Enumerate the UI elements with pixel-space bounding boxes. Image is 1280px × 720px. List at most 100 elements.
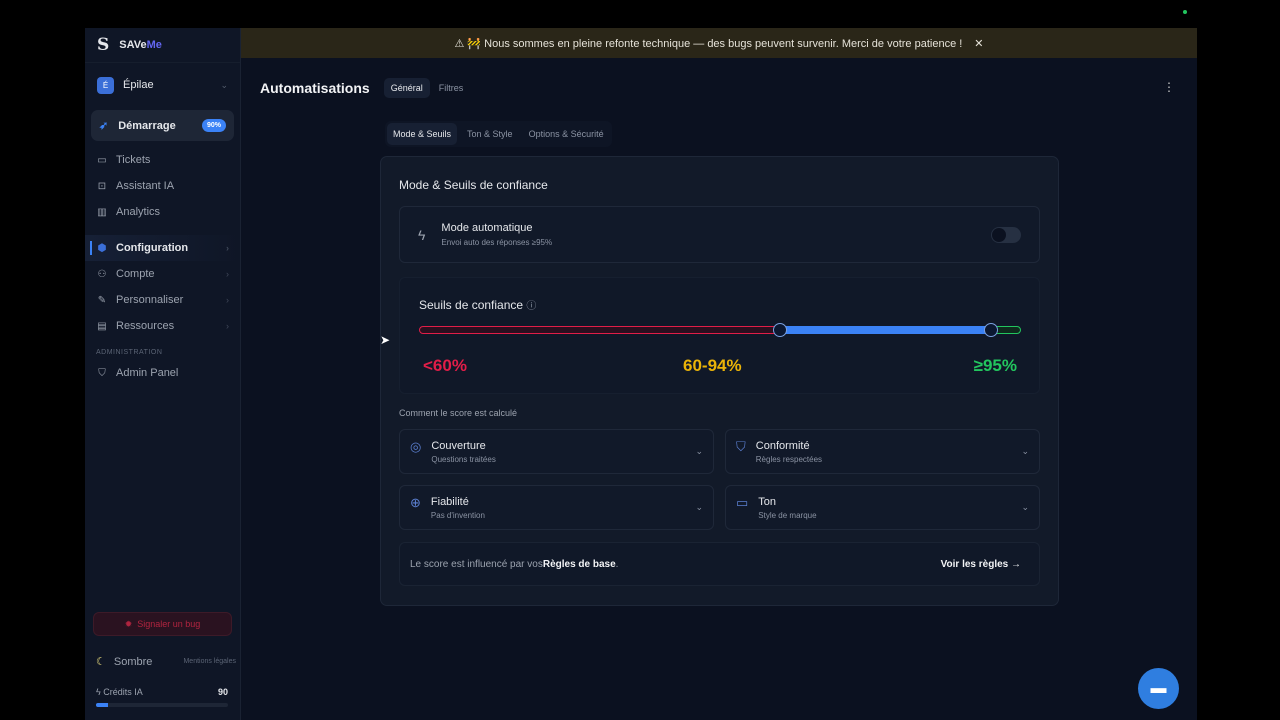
shield-icon: ⛉ [736,439,746,454]
chevron-down-icon: ⌄ [1021,446,1029,456]
shield-icon: ⛉ [98,367,106,379]
criterion-title: Ton [758,495,777,508]
workspace-name: Épilae [123,79,154,91]
users-icon: ⚇ [97,268,107,280]
sidebar-item-label: Personnaliser [116,294,184,306]
sidebar-item-label: Configuration [116,242,189,254]
chat-icon: ▬ [1150,679,1167,697]
sidebar-item-label: Ressources [116,320,175,332]
high-range-label: ≥95% [973,356,1017,375]
report-bug-button[interactable]: ✹ Signaler un bug [93,612,232,636]
inbox-icon: ▭ [97,154,107,166]
sidebar-item-tickets[interactable]: ▭ Tickets [85,147,240,173]
threshold-slider[interactable] [419,323,1021,337]
brand-logo[interactable]: S SAVeMe [85,28,240,63]
criterion-conformite[interactable]: ⛉ Conformité Règles respectées ⌄ [725,429,1040,474]
lightning-icon: ϟ [418,226,426,243]
settings-card: Mode & Seuils de confiance ϟ Mode automa… [380,156,1059,606]
high-threshold-handle[interactable] [983,323,998,337]
section-heading: ADMINISTRATION [96,349,163,356]
low-range-label: <60% [423,356,467,375]
criterion-title: Conformité [755,439,810,452]
thresholds-panel: Seuils de confiance ⓘ <60% 60-94% ≥95% [399,277,1040,394]
chevron-right-icon: › [226,321,229,331]
mid-range-label: 60-94% [683,356,742,375]
chevron-down-icon: ⌄ [695,502,703,512]
info-icon[interactable]: ⓘ [526,301,537,312]
sidebar-item-demarrage[interactable]: ➶ Démarrage 90% [91,110,234,141]
subtab-mode-seuils[interactable]: Mode & Seuils [387,123,458,145]
bar-chart-icon: ▥ [97,206,107,218]
chat-button[interactable]: ▬ [1138,668,1179,709]
chevron-right-icon: › [226,269,229,279]
criterion-subtitle: Pas d'invention [430,510,485,520]
credits-value: 90 [217,687,228,697]
theme-toggle[interactable]: ☾ Sombre Mentions légales [96,655,236,669]
file-icon: ▤ [97,320,107,332]
rules-note: Le score est influencé par vos Règles de… [399,542,1040,586]
app-window: S SAVeMe É Épilae ⌄ ➶ Démarrage 90% ▭ Tickets … [85,28,1197,720]
ai-credits: ϟ Crédits IA 90 [96,687,228,707]
page-header: Automatisations Général Filtres [260,78,470,98]
criterion-ton[interactable]: ▭ Ton Style de marque ⌄ [725,485,1040,530]
sidebar-item-ressources[interactable]: ▤ Ressources › [85,313,240,339]
bug-button-label: Signaler un bug [137,619,201,629]
workspace-switcher[interactable]: É Épilae ⌄ [85,63,240,107]
sidebar-item-personnaliser[interactable]: ✎ Personnaliser › [85,287,240,313]
view-rules-link[interactable]: Voir les règles → [940,558,1021,570]
low-threshold-handle[interactable] [773,323,788,337]
credits-fill [96,703,108,707]
card-title: Mode & Seuils de confiance [399,178,548,192]
lightning-icon: ϟ [96,687,104,697]
mid-range-segment [780,326,991,334]
settings-icon: ⬢ [97,242,107,254]
progress-badge: 90% [201,119,226,132]
sidebar-item-label: Assistant IA [116,180,175,192]
sidebar-item-label: Tickets [116,154,151,166]
rules-prefix: Le score est influencé par vos [410,558,543,570]
sidebar-item-label: Démarrage [118,119,176,132]
sidebar: S SAVeMe É Épilae ⌄ ➶ Démarrage 90% ▭ Tickets … [85,28,241,720]
sidebar-item-assistant[interactable]: ⊡ Assistant IA [85,173,240,199]
sidebar-item-compte[interactable]: ⚇ Compte › [85,261,240,287]
thresholds-title: Seuils de confiance [419,298,524,312]
message-icon: ▭ [736,495,749,510]
logo-icon: S [97,35,110,55]
subtabs: Mode & Seuils Ton & Style Options & Sécu… [385,121,612,147]
moon-icon: ☾ [96,656,106,668]
criterion-title: Couverture [431,439,486,452]
workspace-avatar: É [97,76,114,94]
tab-filtres[interactable]: Filtres [438,83,464,93]
rules-suffix: . [615,558,619,570]
sidebar-item-label: Compte [116,268,155,280]
bug-icon: ✹ [124,618,133,629]
globe-icon: ⊕ [410,495,421,510]
tab-general[interactable]: Général [383,78,430,98]
auto-mode-toggle[interactable] [991,226,1021,243]
criterion-couverture[interactable]: ◎ Couverture Questions traitées ⌄ [399,429,714,474]
auto-mode-title: Mode automatique [441,222,533,234]
rules-name: Règles de base [542,558,616,570]
criterion-fiabilite[interactable]: ⊕ Fiabilité Pas d'invention ⌄ [399,485,714,530]
credits-bar [96,703,228,707]
sidebar-item-configuration[interactable]: ⬢ Configuration › [85,235,240,261]
auto-mode-row: ϟ Mode automatique Envoi auto des réponse… [399,206,1040,263]
auto-mode-subtitle: Envoi auto des réponses ≥95% [441,238,553,247]
legal-link[interactable]: Mentions légales [183,658,236,665]
brush-icon: ✎ [97,294,107,306]
check-circle-icon: ◎ [410,439,422,454]
subtab-options-securite[interactable]: Options & Sécurité [528,129,604,139]
sidebar-item-label: Admin Panel [116,367,179,379]
page-title: Automatisations [260,80,370,96]
chevron-right-icon: › [226,243,229,253]
sidebar-item-admin-panel[interactable]: ⛉ Admin Panel [85,360,240,386]
theme-label: Sombre [113,655,153,668]
sidebar-item-analytics[interactable]: ▥ Analytics [85,199,240,225]
close-banner-button[interactable]: ✕ [974,37,984,50]
chevron-down-icon: ⌄ [695,446,703,456]
mouse-cursor-icon: ➤ [380,333,391,347]
criterion-subtitle: Règles respectées [755,454,823,464]
credits-label: Crédits IA [103,687,143,697]
subtab-ton-style[interactable]: Ton & Style [467,129,513,139]
more-options-icon[interactable]: ⋮ [1163,80,1175,94]
